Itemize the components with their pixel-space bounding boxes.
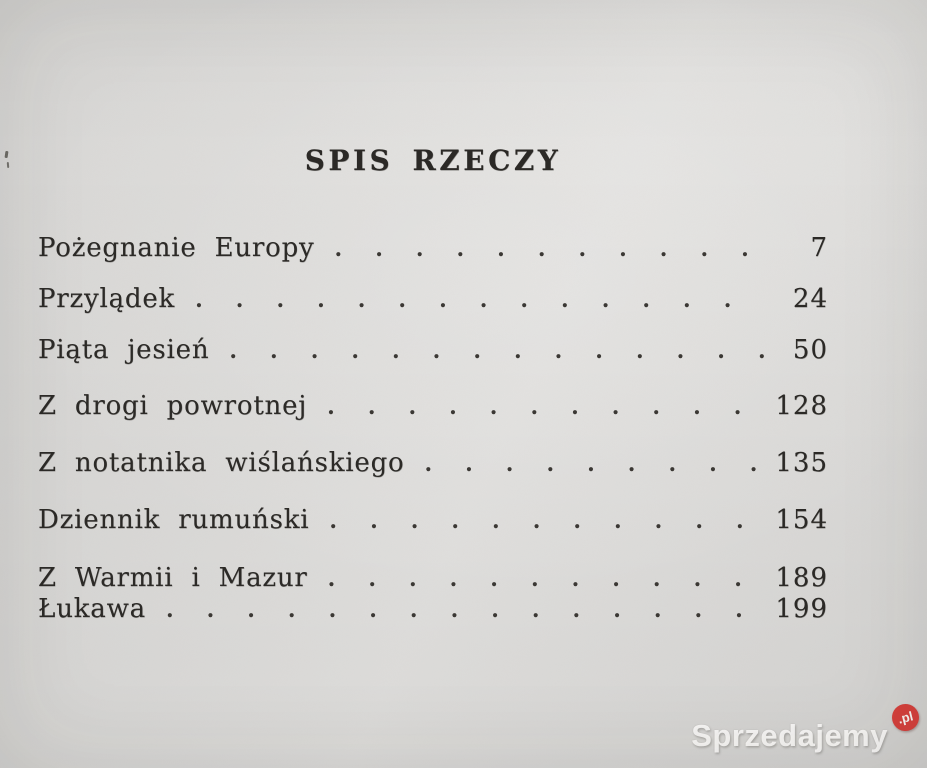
ink-speck bbox=[4, 150, 9, 159]
dot-leader: ........................ bbox=[329, 508, 766, 534]
dot-leader: ........................ bbox=[229, 338, 766, 364]
ink-speck bbox=[6, 161, 10, 169]
toc-page-number: 24 bbox=[792, 284, 828, 314]
sprzedajemy-watermark: Sprzedajemy .pl bbox=[691, 701, 922, 754]
toc-page-number: 135 bbox=[775, 448, 828, 478]
toc-entry-title: Z Warmii i Mazur bbox=[38, 563, 308, 593]
table-of-contents: SPIS RZECZY Pożegnanie Europy ..........… bbox=[38, 146, 828, 625]
dot-leader: ........................ bbox=[327, 566, 766, 592]
toc-page-number: 50 bbox=[792, 335, 828, 365]
toc-page-number: 128 bbox=[775, 391, 828, 421]
toc-page-number: 7 bbox=[810, 233, 828, 263]
toc-page-number: 189 bbox=[775, 563, 828, 593]
toc-entry-title: Piąta jesień bbox=[38, 335, 210, 365]
dot-leader: ........................ bbox=[424, 451, 766, 477]
toc-page-number: 154 bbox=[775, 505, 828, 535]
toc-row: Z Warmii i Mazur .......................… bbox=[38, 563, 828, 594]
toc-row: Przylądek ........................ 24 bbox=[38, 284, 828, 315]
pl-badge-text: .pl bbox=[896, 708, 915, 727]
pl-badge-icon: .pl bbox=[889, 701, 922, 734]
toc-row: Pożegnanie Europy ......................… bbox=[38, 233, 828, 264]
toc-entry-title: Z notatnika wiślańskiego bbox=[38, 448, 405, 478]
toc-entry-title: Dziennik rumuński bbox=[38, 505, 310, 535]
dot-leader: ........................ bbox=[165, 597, 766, 623]
page-title: SPIS RZECZY bbox=[304, 144, 562, 177]
dot-leader: ........................ bbox=[327, 394, 766, 420]
toc-row: Łukawa ........................ 199 bbox=[38, 594, 828, 625]
toc-row: Dziennik rumuński ......................… bbox=[38, 505, 828, 536]
toc-row: Piąta jesień ........................ 50 bbox=[38, 335, 828, 366]
toc-entry-title: Łukawa bbox=[38, 594, 146, 624]
toc-entry-title: Z drogi powrotnej bbox=[38, 391, 308, 421]
toc-page-number: 199 bbox=[775, 594, 828, 624]
toc-entry-title: Przylądek bbox=[38, 284, 176, 314]
toc-row: Z notatnika wiślańskiego ...............… bbox=[38, 448, 828, 479]
toc-row: Z drogi powrotnej ......................… bbox=[38, 391, 828, 422]
watermark-brand-text: Sprzedajemy bbox=[691, 718, 888, 753]
dot-leader: ........................ bbox=[334, 236, 766, 262]
dot-leader: ........................ bbox=[195, 287, 766, 313]
toc-entry-title: Pożegnanie Europy bbox=[38, 233, 315, 263]
